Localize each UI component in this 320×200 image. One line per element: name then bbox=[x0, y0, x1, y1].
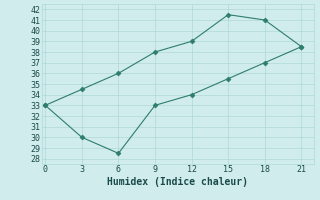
X-axis label: Humidex (Indice chaleur): Humidex (Indice chaleur) bbox=[107, 177, 248, 187]
